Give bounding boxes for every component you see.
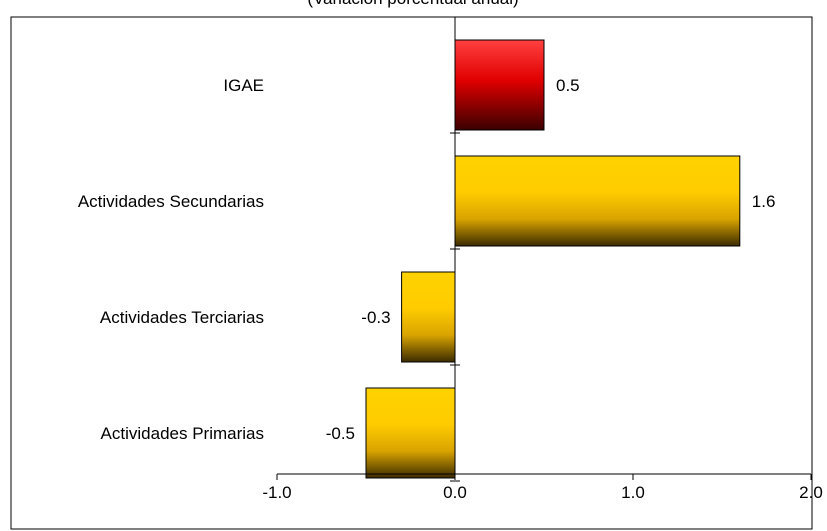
bar-igae [454,39,545,131]
bar-actividades-primarias [365,387,456,479]
value-label-actividades-secundarias: 1.6 [752,192,776,211]
category-label-igae: IGAE [223,76,264,95]
x-tick-label: -1.0 [262,483,291,502]
bar-actividades-secundarias [454,155,741,247]
x-tick-label: 1.0 [621,483,645,502]
category-label-actividades-terciarias: Actividades Terciarias [100,308,264,327]
value-label-igae: 0.5 [556,76,580,95]
x-tick-label: 0.0 [443,483,467,502]
x-tick-label: 2.0 [799,483,823,502]
category-label-actividades-secundarias: Actividades Secundarias [78,192,264,211]
category-label-actividades-primarias: Actividades Primarias [101,424,264,443]
value-label-actividades-primarias: -0.5 [326,424,355,443]
value-label-actividades-terciarias: -0.3 [361,308,390,327]
bar-actividades-terciarias [401,271,456,363]
chart-subtitle: (Variación porcentual anual) [307,0,518,8]
